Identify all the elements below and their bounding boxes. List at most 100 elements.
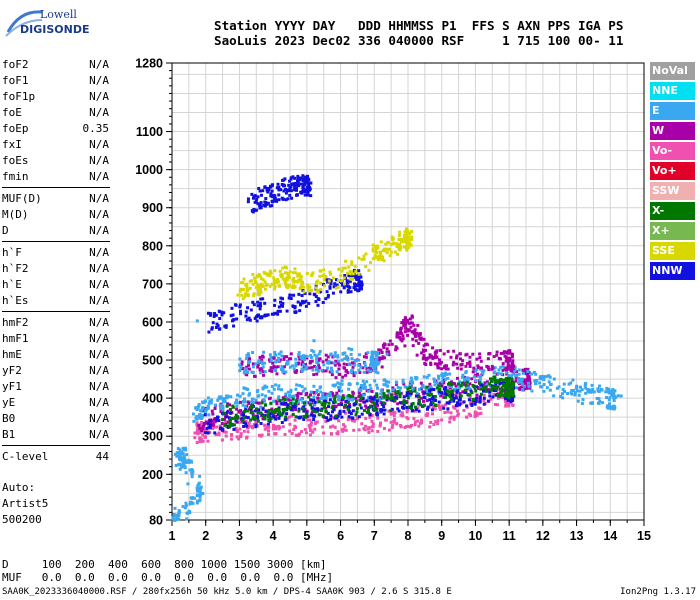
echo-point xyxy=(413,333,417,337)
echo-point xyxy=(191,501,195,505)
echo-point xyxy=(465,404,469,408)
echo-point xyxy=(181,505,185,509)
echo-point xyxy=(273,366,277,370)
echo-point xyxy=(455,354,459,358)
echo-point xyxy=(274,281,278,285)
echo-point xyxy=(378,398,382,402)
echo-point xyxy=(502,378,506,382)
echo-point xyxy=(295,193,299,197)
echo-point xyxy=(403,230,407,234)
echo-point xyxy=(446,367,450,371)
echo-point xyxy=(374,368,378,372)
echo-point xyxy=(417,424,421,428)
echo-point xyxy=(449,355,453,359)
echo-point xyxy=(325,290,329,294)
echo-point xyxy=(280,182,284,186)
echo-point xyxy=(407,244,411,248)
echo-point xyxy=(228,403,232,407)
echo-point xyxy=(217,419,221,423)
echo-point xyxy=(384,383,388,387)
echo-point xyxy=(256,411,260,415)
echo-point xyxy=(252,208,256,212)
echo-point xyxy=(284,401,288,405)
echo-point xyxy=(387,409,391,413)
echo-point xyxy=(359,386,363,390)
echo-point xyxy=(313,364,317,368)
echo-point xyxy=(278,309,282,313)
echo-point xyxy=(501,351,505,355)
echo-point xyxy=(491,366,495,370)
x-tick-label: 3 xyxy=(236,529,243,543)
echo-point xyxy=(184,446,188,450)
echo-point xyxy=(220,422,224,426)
echo-point xyxy=(430,412,434,416)
echo-point xyxy=(256,202,260,206)
echo-point xyxy=(382,412,386,416)
echo-point xyxy=(309,355,313,359)
echo-point xyxy=(368,260,372,264)
echo-point xyxy=(289,401,293,405)
echo-point xyxy=(364,416,368,420)
echo-point xyxy=(261,297,265,301)
echo-point xyxy=(261,365,265,369)
echo-point xyxy=(280,413,284,417)
echo-point xyxy=(353,284,357,288)
echo-point xyxy=(479,383,483,387)
echo-point xyxy=(208,313,212,317)
echo-point xyxy=(395,242,399,246)
echo-point xyxy=(428,388,432,392)
param-row: foF1p N/A xyxy=(2,89,112,105)
echo-point xyxy=(263,204,267,208)
echo-point xyxy=(353,363,357,367)
y-tick-label: 1100 xyxy=(136,125,163,139)
echo-point xyxy=(341,375,345,379)
echo-point xyxy=(409,321,413,325)
echo-point xyxy=(244,357,248,361)
echo-point xyxy=(607,390,611,394)
echo-point xyxy=(190,471,194,475)
echo-point xyxy=(297,273,301,277)
echo-point xyxy=(501,364,505,368)
param-name: MUF(D) xyxy=(2,192,42,205)
echo-point xyxy=(510,355,514,359)
echo-point xyxy=(449,384,453,388)
echo-point xyxy=(220,313,224,317)
echo-point xyxy=(572,389,576,393)
echo-point xyxy=(427,393,431,397)
echo-point xyxy=(282,365,286,369)
echo-point xyxy=(468,360,472,364)
echo-point xyxy=(183,466,187,470)
echo-point xyxy=(197,428,201,432)
echo-point xyxy=(389,397,393,401)
echo-point xyxy=(174,518,178,522)
echo-point xyxy=(470,402,474,406)
param-value: N/A xyxy=(89,246,109,259)
echo-point xyxy=(263,361,267,365)
echo-point xyxy=(358,403,362,407)
echo-point xyxy=(598,399,602,403)
echo-point xyxy=(306,285,310,289)
y-tick-label: 800 xyxy=(142,239,163,253)
echo-point xyxy=(478,395,482,399)
echo-point xyxy=(395,252,399,256)
echo-point xyxy=(436,364,440,368)
echo-point xyxy=(272,423,276,427)
echo-point xyxy=(288,293,292,297)
echo-point xyxy=(299,279,303,283)
echo-point xyxy=(277,384,281,388)
echo-point xyxy=(391,388,395,392)
echo-point xyxy=(360,412,364,416)
echo-point xyxy=(318,274,322,278)
echo-point xyxy=(519,380,523,384)
header-line-1: Station YYYY DAY DDD HHMMSS P1 FFS S AXN… xyxy=(214,18,624,33)
echo-point xyxy=(504,350,508,354)
echo-point xyxy=(263,384,267,388)
echo-point xyxy=(256,365,260,369)
echo-point xyxy=(379,409,383,413)
echo-point xyxy=(303,362,307,366)
echo-point xyxy=(294,415,298,419)
echo-point xyxy=(422,357,426,361)
echo-point xyxy=(514,376,518,380)
echo-point xyxy=(400,321,404,325)
echo-point xyxy=(292,293,296,297)
